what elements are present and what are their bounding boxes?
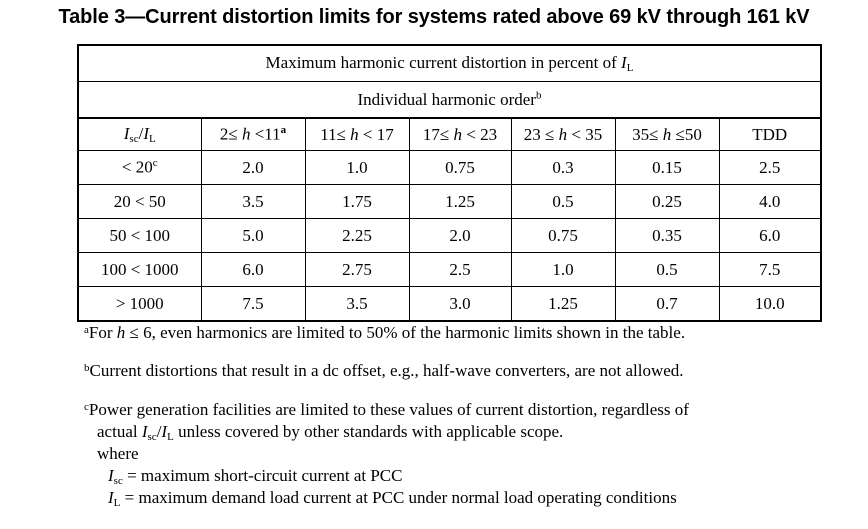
ratio-range-cell: < 20c (77, 150, 202, 185)
note-a: aFor h ≤ 6, even harmonics are limited t… (84, 323, 686, 342)
limit-value-cell: 1.25 (408, 184, 512, 219)
column-header-row: Isc/IL 2≤ h <11a 11≤ h < 17 17≤ h < 23 23 ≤ … (77, 118, 822, 151)
limit-value-cell: 0.15 (614, 150, 720, 185)
note-c-continued: actual Isc/IL unless covered by other st… (97, 422, 564, 443)
limit-value-cell: 7.5 (200, 286, 306, 321)
limit-value-cell: 0.7 (614, 286, 720, 321)
column-header: 23 ≤ h < 35 (510, 118, 616, 151)
limit-value-cell: 0.35 (614, 218, 720, 253)
column-header: TDD (718, 118, 822, 151)
table-title-row: Maximum harmonic current distortion in p… (77, 45, 822, 82)
limit-value-cell: 2.25 (304, 218, 410, 253)
limit-value-cell: 6.0 (200, 252, 306, 287)
table-row: > 1000 7.5 3.5 3.0 1.25 0.7 10.0 (77, 286, 822, 321)
limit-value-cell: 2.75 (304, 252, 410, 287)
limit-value-cell: 2.5 (718, 150, 822, 185)
limit-value-cell: 1.0 (510, 252, 616, 287)
limit-value-cell: 7.5 (718, 252, 822, 287)
table-row: 100 < 1000 6.0 2.75 2.5 1.0 0.5 7.5 (77, 252, 822, 287)
limit-value-cell: 0.25 (614, 184, 720, 219)
current-distortion-table: Maximum harmonic current distortion in p… (77, 44, 822, 322)
where-label: where (97, 444, 139, 463)
limit-value-cell: 0.75 (408, 150, 512, 185)
table-title: Maximum harmonic current distortion in p… (77, 45, 822, 82)
limit-value-cell: 0.3 (510, 150, 616, 185)
table-row: < 20c 2.0 1.0 0.75 0.3 0.15 2.5 (77, 150, 822, 185)
limit-value-cell: 0.5 (614, 252, 720, 287)
ratio-range-cell: > 1000 (77, 286, 202, 321)
table-subtitle: Individual harmonic orderb (77, 81, 822, 119)
column-header: 11≤ h < 17 (304, 118, 410, 151)
table-caption: Table 3—Current distortion limits for sy… (58, 6, 810, 28)
limit-value-cell: 0.75 (510, 218, 616, 253)
limit-value-cell: 5.0 (200, 218, 306, 253)
note-c: cPower generation facilities are limited… (84, 400, 689, 419)
table-row: 50 < 100 5.0 2.25 2.0 0.75 0.35 6.0 (77, 218, 822, 253)
limit-value-cell: 2.0 (408, 218, 512, 253)
ratio-range-cell: 100 < 1000 (77, 252, 202, 287)
limit-value-cell: 1.75 (304, 184, 410, 219)
table-row: 20 < 50 3.5 1.75 1.25 0.5 0.25 4.0 (77, 184, 822, 219)
column-header: 2≤ h <11a (200, 118, 306, 151)
table-subtitle-row: Individual harmonic orderb (77, 81, 822, 119)
limit-value-cell: 3.5 (304, 286, 410, 321)
limit-value-cell: 3.5 (200, 184, 306, 219)
limit-value-cell: 1.0 (304, 150, 410, 185)
column-header: 35≤ h ≤50 (614, 118, 720, 151)
column-header: 17≤ h < 23 (408, 118, 512, 151)
limit-value-cell: 0.5 (510, 184, 616, 219)
definition-il: IL = maximum demand load current at PCC … (108, 488, 677, 509)
ratio-range-cell: 50 < 100 (77, 218, 202, 253)
definition-isc: Isc = maximum short-circuit current at P… (108, 466, 403, 487)
limit-value-cell: 10.0 (718, 286, 822, 321)
ratio-range-cell: 20 < 50 (77, 184, 202, 219)
limit-value-cell: 1.25 (510, 286, 616, 321)
limit-value-cell: 2.0 (200, 150, 306, 185)
limit-value-cell: 2.5 (408, 252, 512, 287)
column-header: Isc/IL (77, 118, 202, 151)
limit-value-cell: 4.0 (718, 184, 822, 219)
limit-value-cell: 3.0 (408, 286, 512, 321)
limit-value-cell: 6.0 (718, 218, 822, 253)
note-b: bCurrent distortions that result in a dc… (84, 361, 684, 380)
